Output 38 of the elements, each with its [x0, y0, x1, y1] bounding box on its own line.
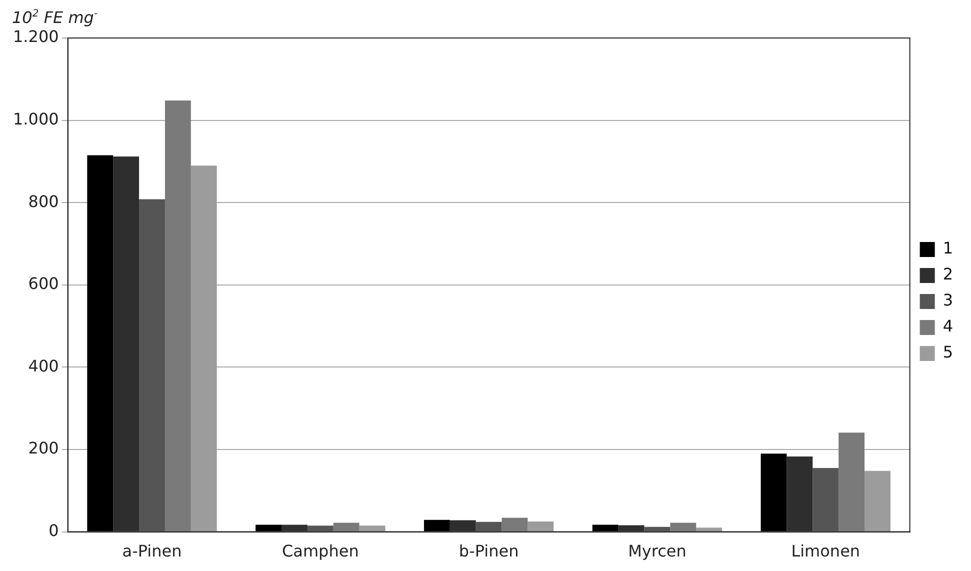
legend-label: 4	[942, 316, 954, 336]
bar	[190, 166, 217, 532]
y-tick-label: 1.000	[12, 109, 59, 128]
y-tick-label: 200	[28, 438, 59, 458]
bar	[864, 470, 890, 532]
bar	[164, 100, 191, 532]
legend-label: 3	[942, 290, 954, 310]
bar	[812, 468, 839, 532]
bar	[838, 432, 865, 532]
y-tick-label: 400	[28, 356, 59, 376]
legend-label: 2	[942, 264, 954, 284]
legend-label: 1	[942, 238, 954, 258]
legend-label: 5	[942, 342, 954, 362]
bar	[139, 199, 165, 532]
bar	[256, 524, 282, 532]
bar	[307, 526, 334, 532]
x-tick-label: Camphen	[282, 542, 359, 561]
y-axis-title: 10$^{2}$ FE mg$^{-}$	[12, 8, 98, 27]
y-tick-label: 1.200	[12, 27, 59, 46]
bar	[696, 528, 722, 532]
x-tick-label: b-Pinen	[458, 542, 519, 561]
y-tick-label: 800	[28, 192, 59, 211]
x-tick-label: Myrcen	[628, 542, 686, 561]
bar	[644, 526, 670, 532]
bar	[528, 522, 554, 532]
bar	[87, 155, 114, 532]
bar	[760, 454, 787, 532]
bar	[670, 522, 696, 532]
y-tick-label: 600	[28, 274, 59, 294]
x-tick-label: Limonen	[791, 542, 860, 561]
bar	[424, 520, 450, 532]
bar	[333, 522, 360, 532]
bar	[359, 526, 386, 532]
y-tick-label: 0	[48, 520, 59, 540]
bar	[476, 522, 502, 532]
bar	[592, 524, 618, 532]
x-tick-label: a-Pinen	[122, 542, 182, 561]
bar	[502, 518, 528, 532]
